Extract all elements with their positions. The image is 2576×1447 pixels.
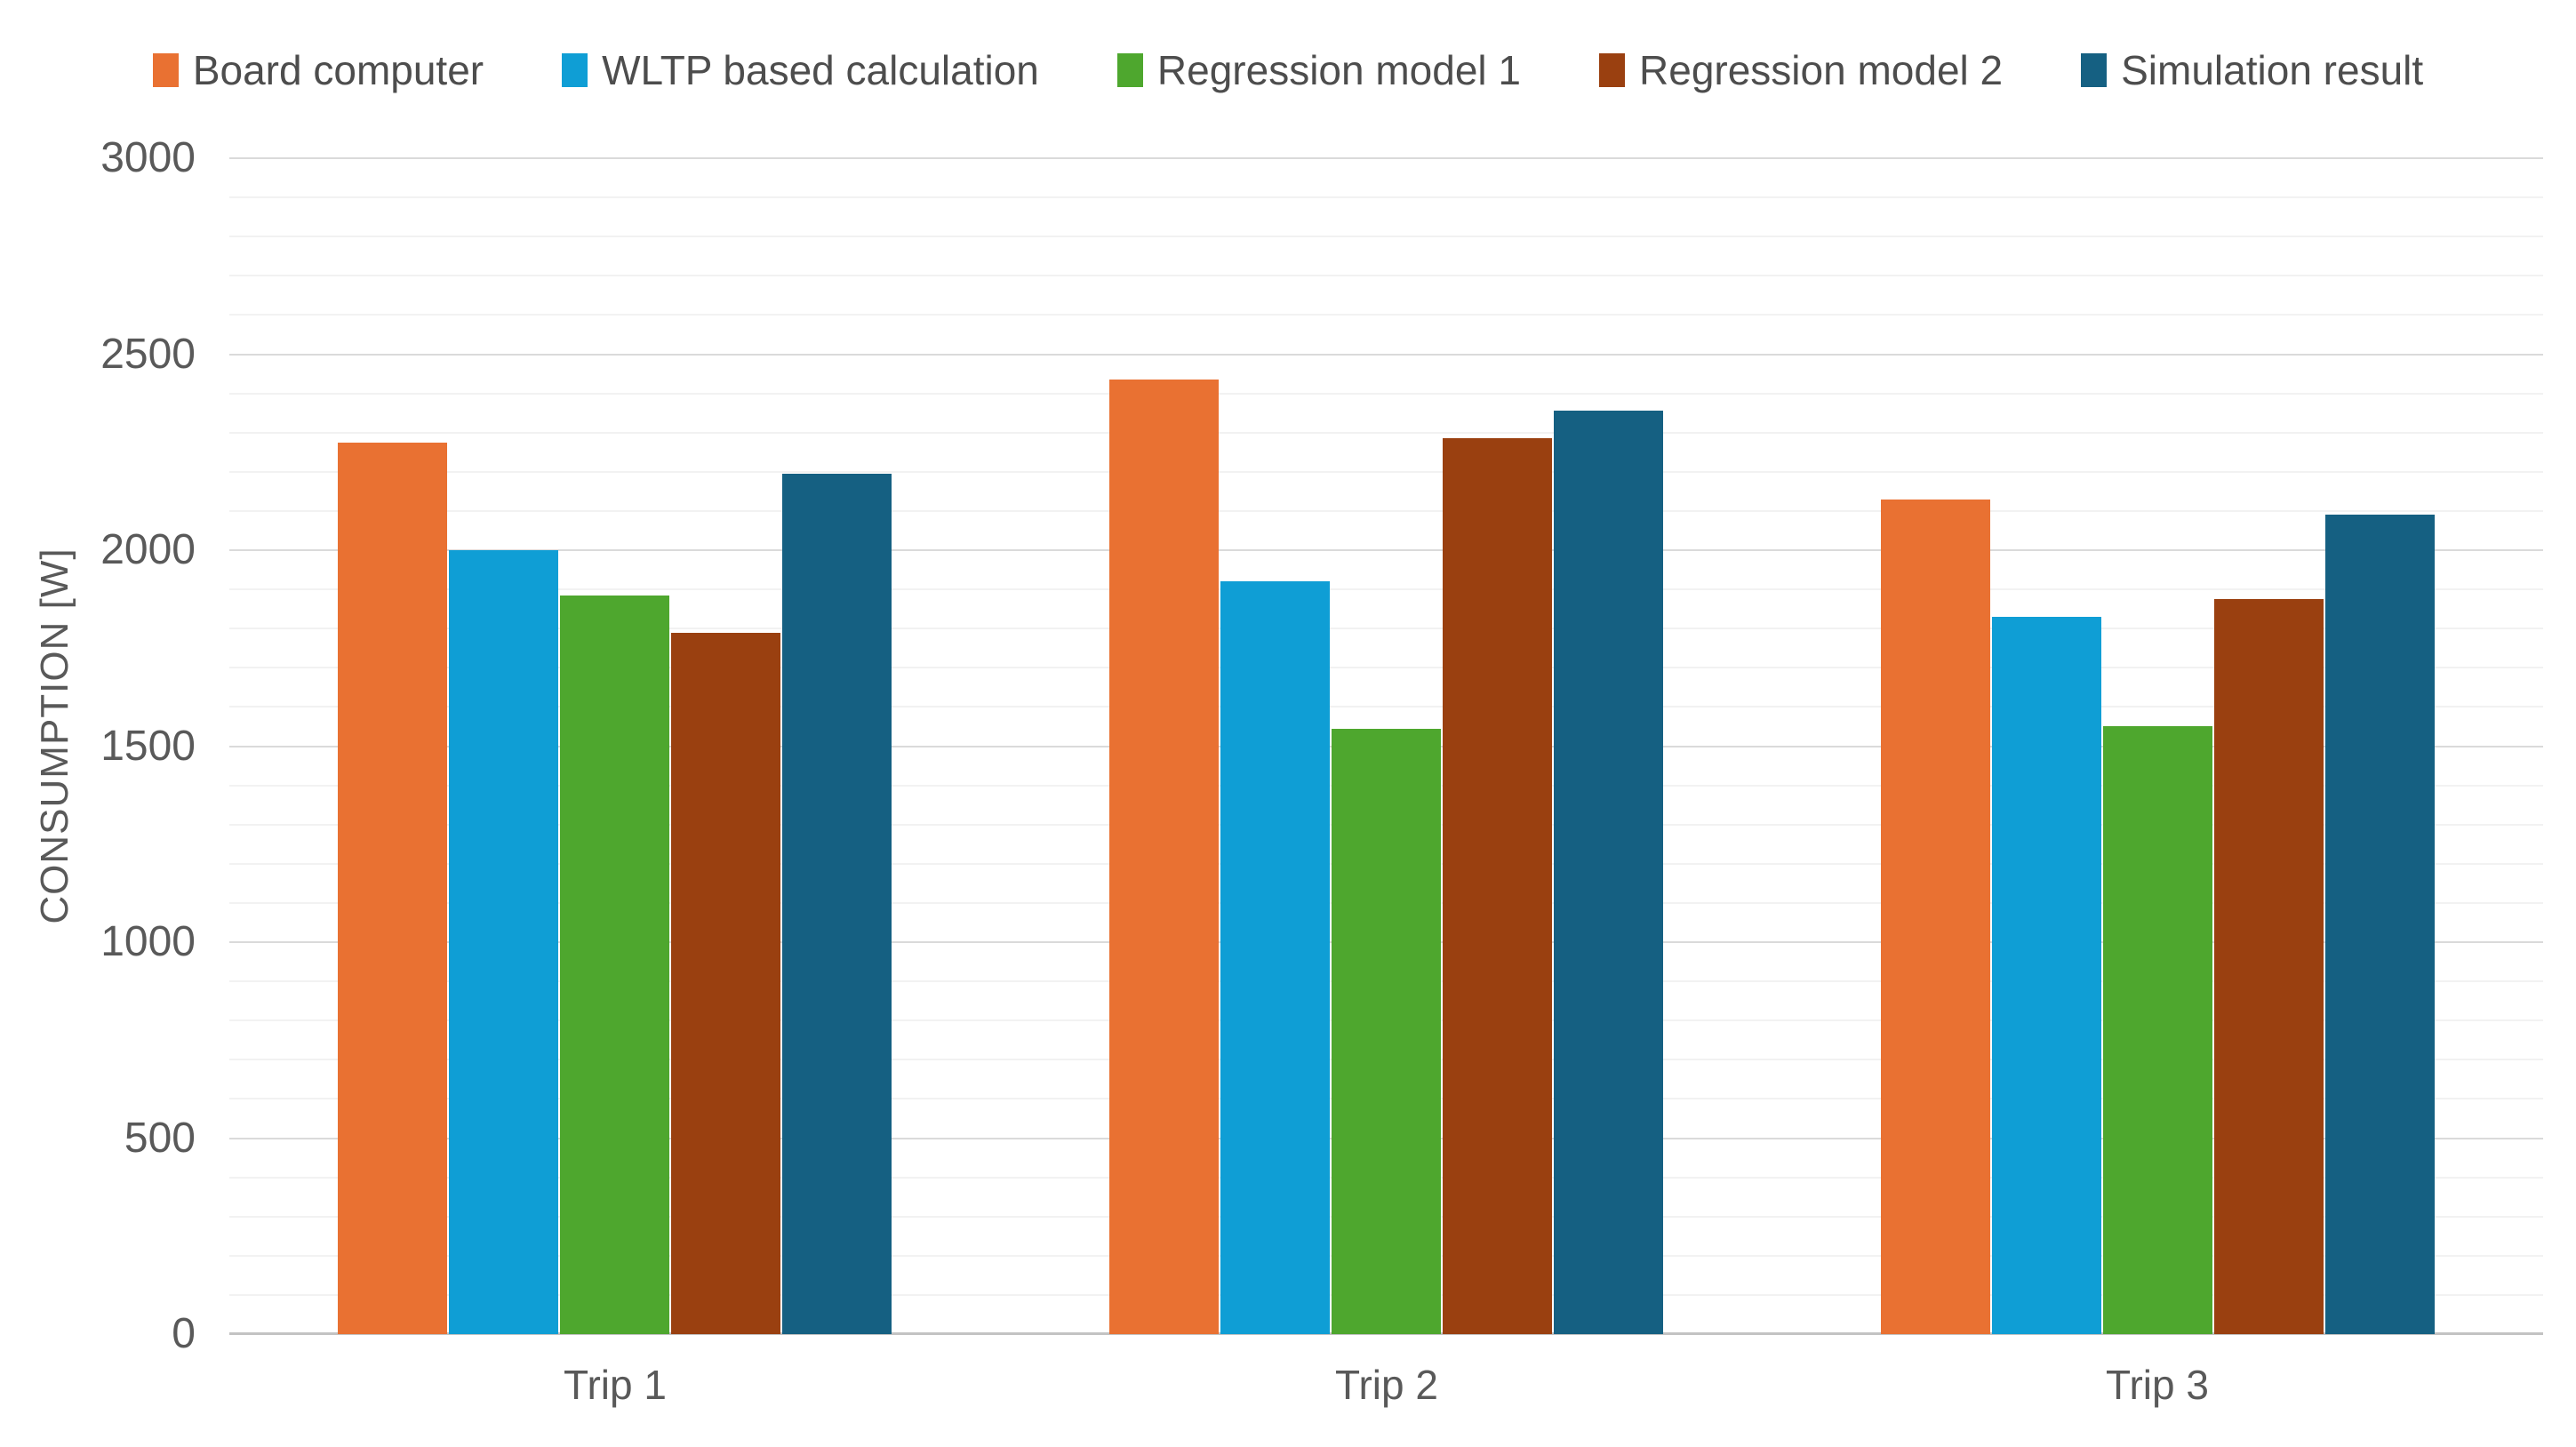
legend-label: Simulation result (2121, 46, 2424, 93)
gridline-minor-2900 (229, 196, 2543, 198)
chart-legend: Board computer WLTP based calculation Regr… (0, 43, 2576, 98)
gridline-major-2000 (229, 549, 2543, 551)
gridline-minor-1700 (229, 667, 2543, 668)
bar-trip-3-board-computer (1881, 500, 1990, 1334)
legend-label: Regression model 2 (1639, 46, 2004, 93)
bar-trip-2-board-computer (1109, 380, 1219, 1334)
y-tick-1500: 1500 (100, 723, 196, 770)
bar-trip-1-board-computer (338, 443, 447, 1334)
legend-item-simulation-result: Simulation result (2081, 48, 2423, 93)
bar-group-trip-1 (338, 443, 892, 1334)
gridline-minor-2300 (229, 432, 2543, 434)
bar-trip-3-simulation-result (2325, 515, 2435, 1334)
bar-group-trip-3 (1881, 500, 2435, 1334)
bar-trip-1-regression-model-1 (560, 596, 669, 1334)
legend-label: Regression model 1 (1156, 46, 1522, 93)
y-tick-2000: 2000 (100, 526, 196, 573)
gridline-major-2500 (229, 354, 2543, 356)
legend-swatch-regression-model-1 (1116, 53, 1143, 87)
gridline-major-3000 (229, 157, 2543, 159)
x-label-trip-3: Trip 3 (2106, 1362, 2209, 1408)
legend-item-regression-model-2: Regression model 2 (1599, 48, 2003, 93)
gridline-minor-2600 (229, 314, 2543, 316)
x-label-trip-1: Trip 1 (564, 1362, 667, 1408)
plot-area (229, 157, 2543, 1335)
gridline-minor-2100 (229, 510, 2543, 512)
bar-group-trip-2 (1109, 380, 1663, 1334)
legend-item-board-computer: Board computer (152, 46, 484, 93)
bar-trip-3-regression-model-1 (2103, 726, 2212, 1334)
legend-swatch-wltp-based-calculation (562, 53, 588, 87)
y-tick-1000: 1000 (100, 918, 196, 965)
legend-swatch-simulation-result (2081, 53, 2108, 87)
y-tick-500: 500 (124, 1115, 196, 1162)
gridline-minor-2400 (229, 393, 2543, 395)
gridline-minor-1600 (229, 706, 2543, 708)
bar-trip-3-regression-model-2 (2214, 599, 2324, 1334)
y-tick-0: 0 (172, 1310, 196, 1357)
legend-swatch-regression-model-2 (1599, 53, 1626, 87)
y-tick-3000: 3000 (100, 134, 196, 181)
bar-trip-3-wltp-based-calculation (1992, 617, 2101, 1334)
legend-label: Board computer (192, 46, 484, 93)
bar-trip-1-regression-model-2 (671, 633, 780, 1334)
legend-swatch-board-computer (152, 53, 179, 87)
gridline-minor-2200 (229, 471, 2543, 473)
bar-trip-2-wltp-based-calculation (1220, 581, 1330, 1334)
legend-label: WLTP based calculation (602, 46, 1039, 93)
x-label-trip-2: Trip 2 (1335, 1362, 1438, 1408)
bar-trip-2-simulation-result (1554, 411, 1663, 1334)
bar-trip-2-regression-model-1 (1332, 729, 1441, 1334)
gridline-minor-2700 (229, 275, 2543, 276)
legend-item-regression-model-1: Regression model 1 (1116, 46, 1522, 93)
legend-item-wltp-based-calculation: WLTP based calculation (562, 48, 1039, 93)
bar-trip-1-wltp-based-calculation (449, 550, 558, 1334)
gridline-minor-2800 (229, 236, 2543, 237)
bar-trip-1-simulation-result (782, 474, 892, 1334)
y-tick-2500: 2500 (100, 331, 196, 378)
gridline-minor-1800 (229, 628, 2543, 629)
gridline-minor-1900 (229, 588, 2543, 590)
bar-trip-2-regression-model-2 (1443, 438, 1552, 1334)
